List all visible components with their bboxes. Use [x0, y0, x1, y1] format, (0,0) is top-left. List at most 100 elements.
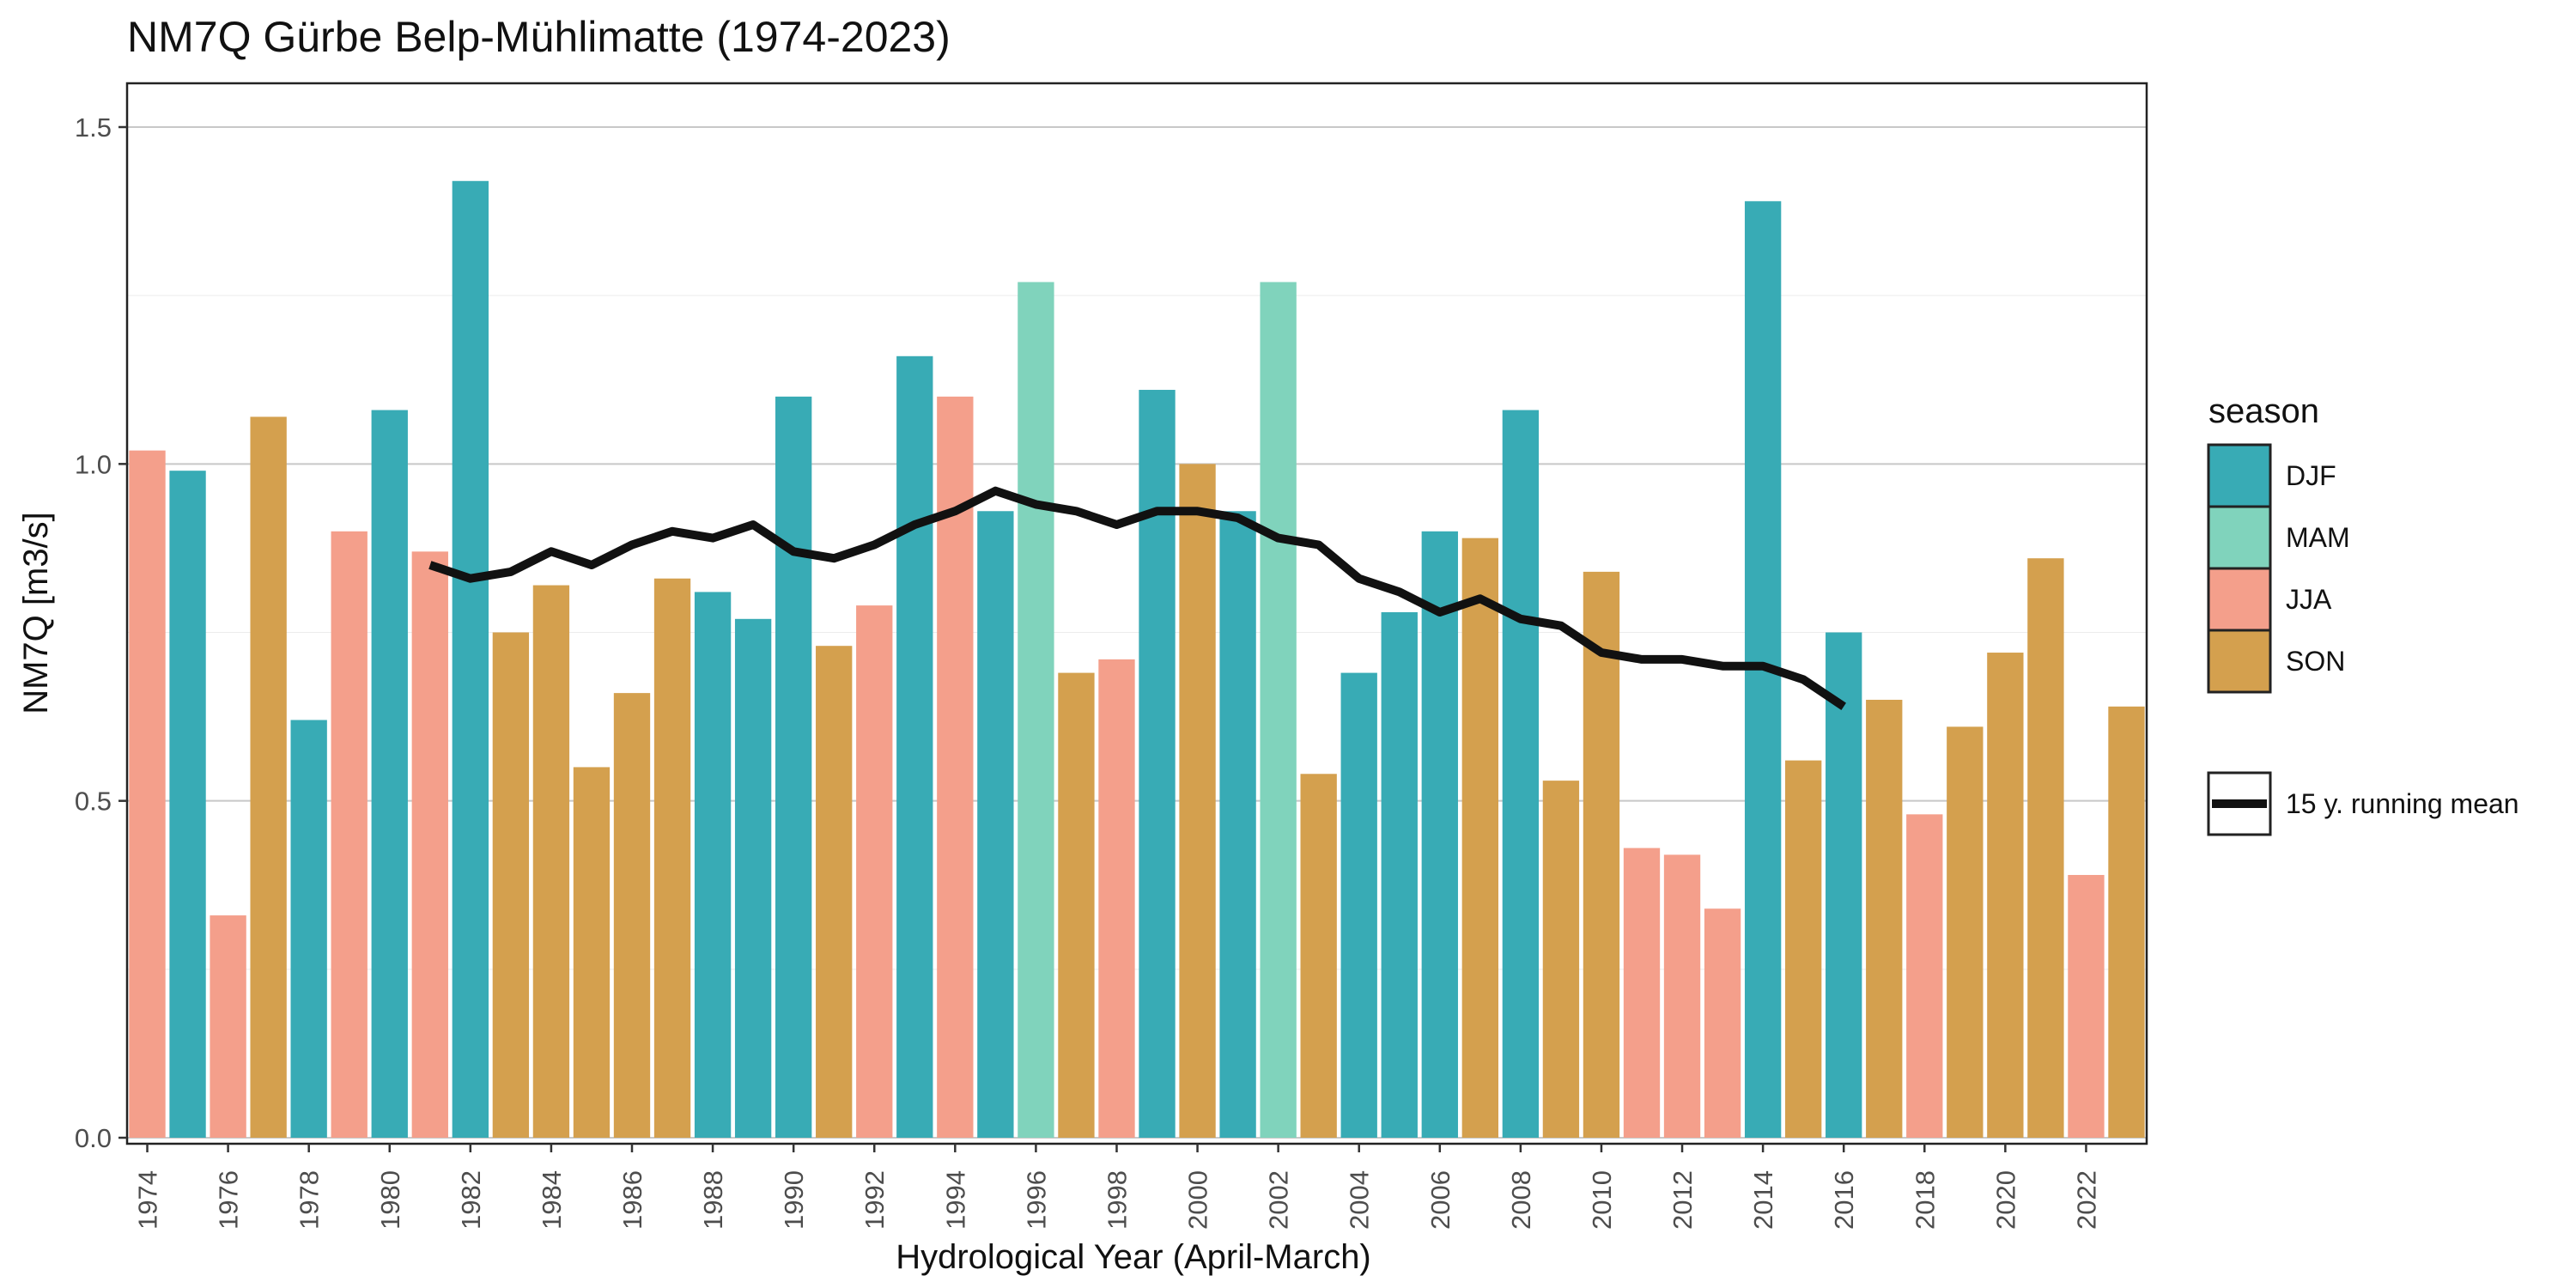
- bar-2019: [1947, 726, 1984, 1138]
- x-tick-label: 1978: [295, 1170, 325, 1230]
- legend-label-djf: DJF: [2286, 460, 2336, 491]
- x-tick-label: 1996: [1021, 1170, 1051, 1230]
- y-tick-label: 1.5: [75, 112, 112, 143]
- x-tick-label: 1994: [940, 1170, 970, 1230]
- bar-1988: [694, 592, 732, 1138]
- x-tick-label: 2000: [1183, 1170, 1213, 1230]
- bar-2007: [1461, 538, 1499, 1138]
- bar-1997: [1058, 672, 1095, 1138]
- bar-2012: [1663, 854, 1701, 1138]
- x-tick-label: 1982: [456, 1170, 486, 1230]
- bar-1993: [896, 355, 933, 1139]
- bar-2013: [1704, 908, 1741, 1138]
- bar-2001: [1219, 511, 1256, 1138]
- x-tick-label: 1976: [214, 1170, 244, 1230]
- bar-1986: [613, 693, 651, 1138]
- bar-2022: [2068, 874, 2105, 1138]
- bar-2020: [1987, 653, 2024, 1138]
- legend-swatch-mam: [2207, 505, 2272, 570]
- legend-season-items: DJF MAM JJA SON: [2207, 443, 2350, 694]
- bar-1982: [452, 180, 489, 1139]
- y-tick-label: 0.5: [75, 787, 112, 817]
- legend-title: season: [2208, 392, 2319, 430]
- x-tick-label: 2010: [1587, 1170, 1617, 1230]
- bars: [129, 180, 2145, 1139]
- bar-2005: [1381, 611, 1418, 1138]
- x-tick-label: 2020: [1990, 1170, 2020, 1230]
- bar-1979: [331, 531, 368, 1138]
- legend-swatch-son: [2207, 629, 2272, 694]
- x-tick-label: 2018: [1910, 1170, 1940, 1230]
- bar-1975: [169, 471, 206, 1138]
- bar-2000: [1179, 464, 1216, 1138]
- x-tick-label: 2008: [1506, 1170, 1536, 1230]
- x-tick-label: 2022: [2071, 1170, 2101, 1230]
- chart-title: NM7Q Gürbe Belp-Mühlimatte (1974-2023): [127, 13, 951, 61]
- x-axis-label: Hydrological Year (April-March): [896, 1238, 1371, 1276]
- bar-2010: [1583, 571, 1620, 1138]
- bar-1983: [492, 632, 530, 1138]
- x-tick-label: 1988: [698, 1170, 728, 1230]
- bar-2017: [1866, 699, 1903, 1138]
- legend-label-jja: JJA: [2286, 584, 2332, 615]
- x-tick-label: 1980: [375, 1170, 405, 1230]
- legend-swatch-djf: [2207, 443, 2272, 508]
- bar-1991: [816, 646, 853, 1138]
- x-tick-label: 2014: [1748, 1170, 1778, 1230]
- x-axis: 1974 1976 1978 1980 1982 1984 1986 1988 1990 1992…: [133, 1144, 2101, 1230]
- bar-1999: [1139, 390, 1176, 1138]
- bar-1984: [532, 585, 570, 1138]
- y-axis: 0.0 0.5 1.0 1.5: [75, 112, 127, 1153]
- x-tick-label: 1984: [537, 1170, 567, 1230]
- bar-2003: [1300, 774, 1337, 1138]
- x-tick-label: 2006: [1425, 1170, 1455, 1230]
- x-tick-label: 1992: [860, 1170, 890, 1230]
- bar-1981: [411, 551, 448, 1138]
- bar-1976: [210, 915, 246, 1138]
- bar-1978: [290, 720, 327, 1138]
- bar-2021: [2027, 558, 2064, 1138]
- x-tick-label: 2004: [1345, 1170, 1375, 1230]
- bar-2015: [1784, 760, 1822, 1138]
- x-tick-label: 1974: [133, 1170, 163, 1230]
- y-axis-label: NM7Q [m3/s]: [17, 512, 55, 714]
- legend-label-mam: MAM: [2286, 522, 2350, 553]
- legend: season DJF MAM JJA SON 15 y. running mean: [2207, 392, 2519, 836]
- legend-item-djf: DJF: [2207, 443, 2336, 508]
- x-tick-label: 1998: [1102, 1170, 1132, 1230]
- y-tick-label: 0.0: [75, 1123, 112, 1153]
- x-tick-label: 1986: [617, 1170, 647, 1230]
- y-tick-label: 1.0: [75, 449, 112, 479]
- bar-2018: [1906, 814, 1943, 1138]
- bar-1990: [775, 396, 812, 1138]
- legend-item-jja: JJA: [2207, 567, 2332, 632]
- bar-1985: [573, 767, 611, 1138]
- plot-border: [125, 82, 2148, 1145]
- bar-1994: [937, 396, 974, 1138]
- bar-2004: [1340, 672, 1377, 1138]
- bar-1996: [1018, 282, 1054, 1138]
- legend-label-son: SON: [2286, 646, 2345, 677]
- x-tick-label: 2016: [1829, 1170, 1859, 1230]
- x-tick-label: 1990: [779, 1170, 809, 1230]
- x-tick-label: 2012: [1668, 1170, 1698, 1230]
- legend-swatch-jja: [2207, 567, 2272, 632]
- legend-item-mam: MAM: [2207, 505, 2350, 570]
- bar-1998: [1098, 659, 1135, 1138]
- bar-2009: [1542, 781, 1580, 1138]
- bar-1980: [371, 410, 408, 1138]
- bar-2016: [1826, 632, 1862, 1138]
- bar-1974: [129, 450, 166, 1138]
- bar-1987: [653, 578, 691, 1138]
- x-tick-label: 2002: [1264, 1170, 1294, 1230]
- bar-2002: [1260, 282, 1297, 1138]
- bar-2023: [2108, 706, 2145, 1138]
- legend-item-son: SON: [2207, 629, 2345, 694]
- bar-1992: [856, 605, 893, 1138]
- bar-2011: [1623, 848, 1661, 1138]
- bar-1995: [977, 511, 1014, 1138]
- legend-item-running-mean: 15 y. running mean: [2207, 771, 2519, 836]
- bar-2006: [1421, 531, 1458, 1138]
- bar-1977: [250, 416, 287, 1138]
